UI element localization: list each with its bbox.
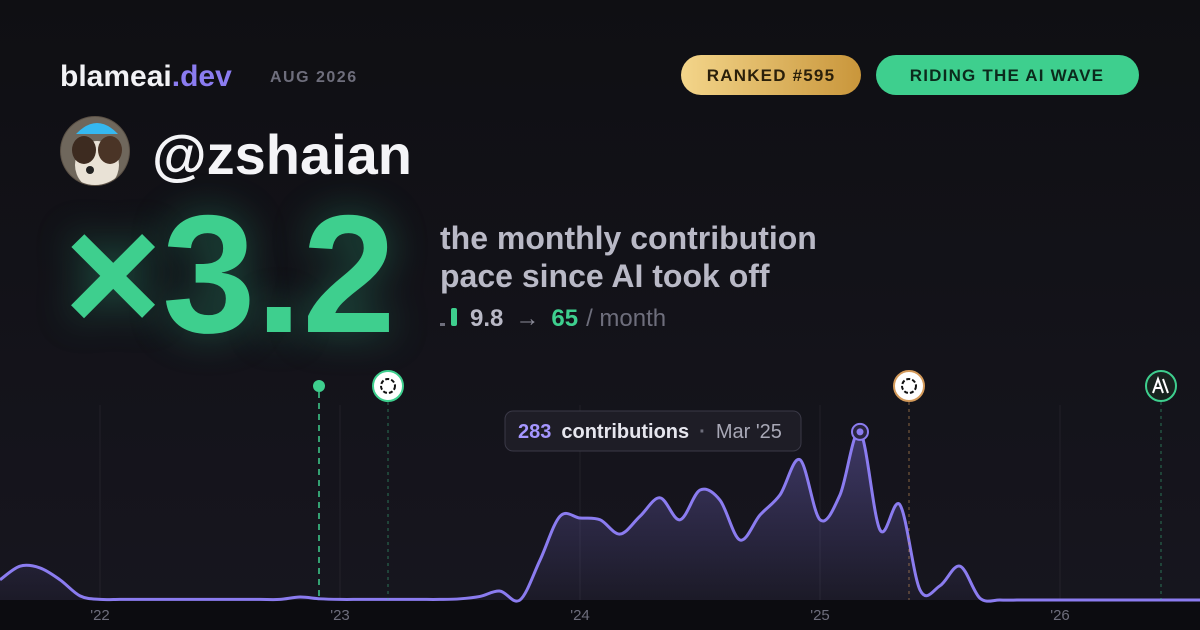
pace-arrow: → xyxy=(515,305,539,332)
area-fill xyxy=(0,431,1200,602)
rank-badge xyxy=(681,55,861,95)
brand-name: blameai xyxy=(60,60,172,93)
tooltip-value: 283 xyxy=(518,421,551,443)
pace-after: 65 xyxy=(551,305,578,332)
event-dot xyxy=(313,380,325,392)
tooltip: 283 contributions · Mar '25 xyxy=(518,421,782,443)
event-icon-glyph xyxy=(1152,376,1169,394)
x-tick-label: '22 xyxy=(90,607,110,624)
peak-dot xyxy=(856,428,864,436)
chart: '22 '23 '24 '25 '26 283 contributions · Mar '25 xyxy=(0,405,1200,630)
multiplier: ×3.2 xyxy=(64,180,396,368)
event-icon-glyph xyxy=(901,378,917,394)
handle: @zshaian xyxy=(152,123,412,186)
rank-text: RANKED #595 xyxy=(707,66,835,85)
status-text: RIDING THE AI WAVE xyxy=(910,66,1104,85)
event-icon xyxy=(372,370,404,402)
x-tick-label: '25 xyxy=(810,607,830,624)
date: AUG 2026 xyxy=(270,69,358,86)
x-tick-label: '24 xyxy=(570,607,590,624)
area-line xyxy=(0,430,1200,603)
ratio-icon xyxy=(440,323,445,326)
ratio-icon xyxy=(451,308,457,326)
event-icon xyxy=(893,370,925,402)
tooltip-box xyxy=(504,410,802,452)
brand: blameai.dev xyxy=(60,60,232,93)
avatar xyxy=(60,116,130,186)
axis-band xyxy=(0,600,1200,630)
description-line: the monthly contribution xyxy=(440,220,817,256)
event-markers xyxy=(313,370,1177,600)
pace-unit: / month xyxy=(586,305,666,332)
tooltip-sep: · xyxy=(699,421,706,443)
status-badge xyxy=(876,55,1139,95)
x-tick-label: '23 xyxy=(330,607,350,624)
description-line: pace since AI took off xyxy=(440,258,770,294)
tooltip-label: contributions xyxy=(561,421,689,443)
pace: 9.8 → 65 / month xyxy=(470,305,666,332)
pace-before: 9.8 xyxy=(470,305,503,332)
x-tick-label: '26 xyxy=(1050,607,1070,624)
tooltip-date: Mar '25 xyxy=(716,421,782,443)
event-icon-glyph xyxy=(380,378,396,394)
brand-tld: .dev xyxy=(172,60,232,93)
